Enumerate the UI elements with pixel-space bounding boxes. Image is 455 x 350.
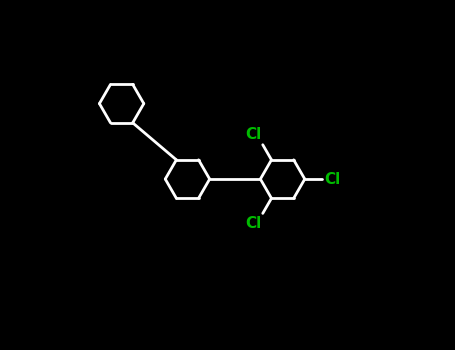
Text: Cl: Cl — [245, 127, 261, 142]
Text: Cl: Cl — [245, 216, 261, 231]
Text: Cl: Cl — [325, 172, 341, 187]
